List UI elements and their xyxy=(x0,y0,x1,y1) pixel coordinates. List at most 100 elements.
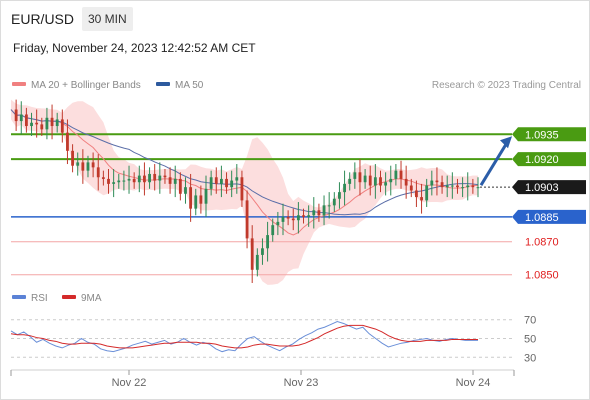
legend-ma20-label: MA 20 + Bollinger Bands xyxy=(31,80,141,91)
candle-body xyxy=(456,185,459,188)
ma50-swatch xyxy=(156,82,170,87)
candle-body xyxy=(363,175,367,183)
candle-body xyxy=(291,218,295,221)
candle-body xyxy=(204,188,208,204)
candle-body xyxy=(471,185,475,188)
legend-9ma-label: 9MA xyxy=(81,293,102,304)
candle-body xyxy=(296,215,300,221)
candle-body xyxy=(168,177,172,184)
timeframe-badge[interactable]: 30 MIN xyxy=(82,7,133,31)
candle-body xyxy=(60,119,64,133)
candle-body xyxy=(148,173,151,183)
candle-body xyxy=(45,117,49,130)
candle-body xyxy=(255,254,259,270)
candle-body xyxy=(317,210,321,216)
candle-body xyxy=(245,200,249,239)
candle-body xyxy=(127,178,131,181)
legend-rsi: RSI xyxy=(12,293,48,304)
candle-body xyxy=(302,215,305,217)
candle-body xyxy=(235,177,239,181)
candle-body xyxy=(368,175,372,186)
candle-body xyxy=(327,205,331,207)
level-label-1.0935: 1.0935 xyxy=(525,129,559,141)
candle-body xyxy=(158,175,162,181)
level-tag-1.0935: 1.0935 xyxy=(512,127,586,142)
candle-body xyxy=(81,162,85,171)
candle-body xyxy=(40,124,44,130)
candle-body xyxy=(214,177,218,184)
candle-body xyxy=(466,185,470,188)
copyright-label: Research © 2023 Trading Central xyxy=(431,80,581,91)
candle-body xyxy=(389,178,393,183)
candle-body xyxy=(476,187,480,189)
candle-body xyxy=(250,238,254,270)
candle-body xyxy=(399,170,403,179)
level-tag-bg xyxy=(512,180,586,195)
rsi-tick-30: 30 xyxy=(524,352,536,364)
candle-body xyxy=(96,167,100,178)
candle-body xyxy=(76,162,80,166)
candle-body xyxy=(101,177,105,179)
candle-body xyxy=(219,178,223,184)
symbol-title: EUR/USD xyxy=(11,11,75,27)
legend-rsi-label: RSI xyxy=(31,293,48,304)
legend-ma50: MA 50 xyxy=(156,80,203,91)
candle-body xyxy=(286,216,290,219)
candle-body xyxy=(384,182,388,186)
candle-body xyxy=(122,180,126,182)
candle-body xyxy=(107,178,110,184)
candle-body xyxy=(266,235,270,249)
legend-9ma: 9MA xyxy=(62,293,102,304)
candle-body xyxy=(132,178,136,183)
candle-body xyxy=(137,175,141,183)
candle-body xyxy=(322,205,326,216)
level-tag-1.0885: 1.0885 xyxy=(512,209,586,224)
timestamp: Friday, November 24, 2023 12:42:52 AM CE… xyxy=(13,41,256,55)
candle-body xyxy=(209,177,213,189)
candle-body xyxy=(394,170,398,179)
candle-body xyxy=(461,187,465,189)
legend-ma50-label: MA 50 xyxy=(175,80,204,91)
x-tick-label-Nov 23: Nov 23 xyxy=(284,377,319,389)
candle-body xyxy=(112,182,116,184)
candle-body xyxy=(261,248,264,255)
candle-body xyxy=(71,150,74,166)
candle-body xyxy=(271,225,275,236)
candle-body xyxy=(440,182,444,188)
candle-body xyxy=(194,195,198,209)
candle-body xyxy=(189,187,193,209)
candle-body xyxy=(379,177,382,186)
candle-body xyxy=(307,215,311,217)
candle-body xyxy=(409,185,413,191)
candle-body xyxy=(420,197,423,201)
level-tag-1.0920: 1.0920 xyxy=(512,152,586,167)
level-tag-bg xyxy=(512,152,586,167)
candle-body xyxy=(343,183,346,193)
candle-body xyxy=(445,185,449,188)
ma9-swatch xyxy=(62,295,76,300)
legend-ma20: MA 20 + Bollinger Bands xyxy=(12,80,141,91)
candle-body xyxy=(86,162,90,171)
candle-body xyxy=(415,190,418,198)
x-tick-label-Nov 24: Nov 24 xyxy=(456,377,491,389)
candle-body xyxy=(30,122,33,127)
candle-body xyxy=(430,180,434,186)
candle-body xyxy=(338,192,341,199)
forecast-arrow-head xyxy=(500,136,512,149)
candle-body xyxy=(240,177,244,201)
candle-body xyxy=(143,175,146,183)
ma20-swatch xyxy=(12,82,26,87)
level-label-1.0870: 1.0870 xyxy=(525,237,559,249)
level-label-1.0885: 1.0885 xyxy=(525,212,559,224)
candle-body xyxy=(55,119,59,127)
ma50-line xyxy=(10,109,479,216)
candle-body xyxy=(163,175,167,178)
candle-body xyxy=(404,178,408,186)
rsi-tick-50: 50 xyxy=(524,334,536,346)
candle-body xyxy=(199,195,203,204)
candle-body xyxy=(230,180,234,188)
candle-body xyxy=(276,221,280,226)
candle-body xyxy=(425,185,429,201)
candle-body xyxy=(332,198,336,206)
candle-body xyxy=(358,172,362,183)
